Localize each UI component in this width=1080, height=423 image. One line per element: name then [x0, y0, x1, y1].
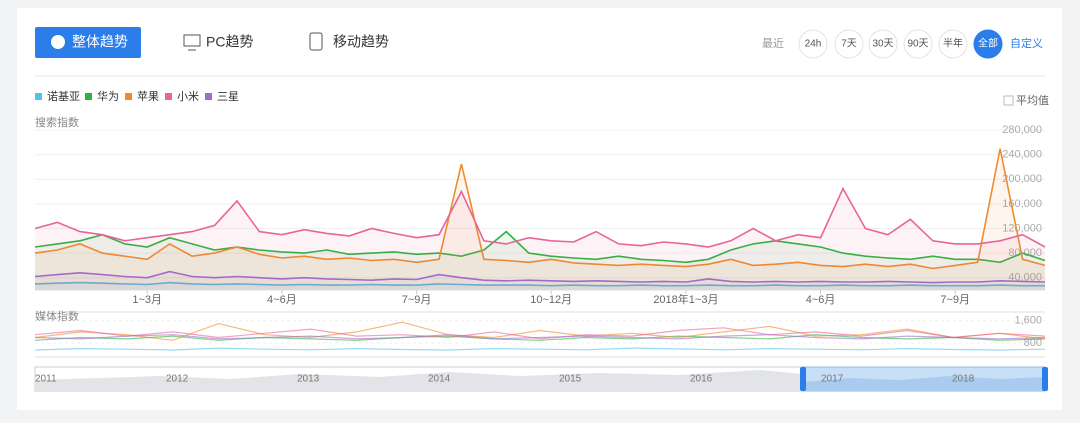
- tab[interactable]: 移动趋势: [333, 34, 389, 50]
- series-area: [35, 282, 1045, 290]
- range-option[interactable]: 全部: [978, 37, 998, 50]
- average-label[interactable]: 平均值: [1016, 94, 1049, 107]
- range-option[interactable]: 半年: [943, 37, 963, 50]
- navigator-year: 2012: [166, 374, 189, 385]
- y-tick-label: 200,000: [1002, 173, 1042, 185]
- chart-title: 媒体指数: [35, 309, 79, 323]
- range-option[interactable]: 7天: [841, 39, 857, 50]
- range-button[interactable]: [868, 29, 898, 59]
- series-line: [34, 321, 1046, 341]
- range-button[interactable]: [903, 29, 933, 59]
- series-line: [34, 230, 1046, 264]
- series-area: [35, 148, 1045, 290]
- range-option[interactable]: 30天: [872, 39, 893, 50]
- navigator-year: 2018: [952, 374, 975, 385]
- series-line: [34, 334, 1046, 340]
- legend-swatch: [35, 93, 42, 100]
- mobile-icon: [309, 32, 323, 51]
- legend-label: 三星: [217, 90, 239, 103]
- legend-label: 小米: [177, 90, 199, 103]
- x-tick-label: 10~12月: [530, 294, 572, 306]
- navigator-year: 2015: [559, 374, 582, 385]
- navigator-handle[interactable]: [800, 367, 806, 391]
- x-tick-label: 1~3月: [132, 294, 162, 306]
- legend-swatch: [165, 93, 172, 100]
- y-tick-label: 280,000: [1002, 124, 1042, 136]
- tab[interactable]: PC趋势: [206, 34, 253, 50]
- legend-swatch: [125, 93, 132, 100]
- legend-label: 苹果: [137, 89, 159, 103]
- series-line: [34, 186, 1046, 248]
- tab-active[interactable]: [35, 27, 141, 58]
- x-tick-label: 4~6月: [267, 294, 297, 306]
- navigator-year: 2016: [690, 374, 713, 385]
- x-tick-label: 7~9月: [940, 294, 970, 306]
- x-tick-label: 2018年1~3月: [653, 292, 718, 306]
- range-label: 最近: [762, 37, 784, 50]
- navigator-year: 2014: [428, 374, 451, 385]
- navigator-year: 2017: [821, 374, 844, 385]
- legend-swatch: [85, 93, 92, 100]
- navigator-selected-area: [803, 376, 1045, 391]
- navigator-year: 2013: [297, 374, 320, 385]
- legend-label: 华为: [97, 89, 119, 103]
- tab[interactable]: 整体趋势: [72, 34, 128, 50]
- range-option[interactable]: 90天: [907, 39, 928, 50]
- x-tick-label: 4~6月: [806, 294, 836, 306]
- navigator-area: [35, 370, 803, 391]
- series-line: [34, 327, 1046, 340]
- tab-icon: [51, 35, 65, 49]
- legend-label: 诺基亚: [47, 90, 80, 103]
- x-tick-label: 7~9月: [402, 294, 432, 306]
- range-button[interactable]: [834, 29, 864, 59]
- range-button[interactable]: [973, 29, 1003, 59]
- series-line: [34, 347, 1046, 351]
- y-tick-label: 120,000: [1002, 222, 1042, 234]
- navigator-handle[interactable]: [1042, 367, 1048, 391]
- range-button[interactable]: [938, 29, 968, 59]
- chart-title: 搜索指数: [35, 115, 79, 129]
- y-tick-label: 240,000: [1002, 149, 1042, 161]
- series-line: [34, 270, 1046, 284]
- y-tick-label: 1,600: [1014, 315, 1042, 327]
- checkbox[interactable]: [1003, 95, 1014, 106]
- series-line: [34, 281, 1045, 287]
- range-custom[interactable]: 自定义: [1010, 36, 1043, 50]
- legend-swatch: [205, 93, 212, 100]
- range-button[interactable]: [798, 29, 828, 59]
- range-option[interactable]: 24h: [805, 39, 822, 50]
- navigator-year: 2011: [35, 374, 57, 385]
- series-line: [34, 148, 1046, 270]
- pc-icon: [183, 34, 201, 47]
